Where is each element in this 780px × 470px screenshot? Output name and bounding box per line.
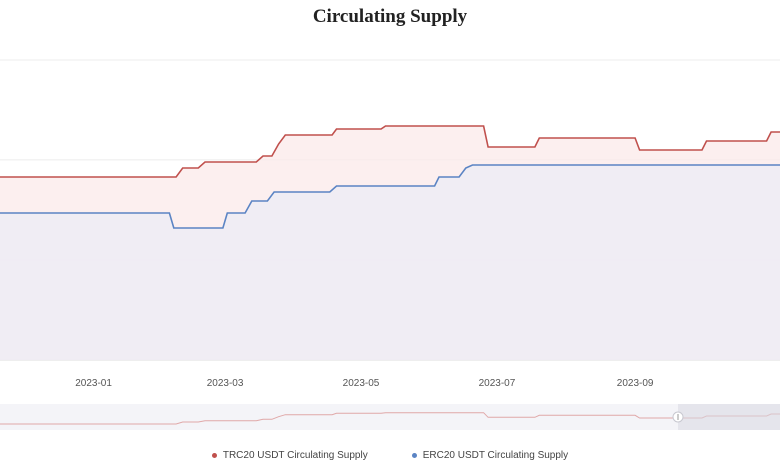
x-tick-label: 2023-09 (617, 378, 654, 389)
legend-dot-trc20 (211, 453, 217, 458)
series-fills (0, 126, 780, 360)
zoom-track[interactable] (0, 404, 780, 430)
x-tick-label: 2023-01 (75, 378, 112, 389)
zoom-unselected-region (678, 404, 780, 430)
series-line-trc20[interactable] (0, 125, 780, 178)
x-tick-label: 2023-03 (207, 378, 244, 389)
line-chart[interactable]: 2023-01 2023-03 2023-05 2023-07 2023-09 (0, 0, 780, 445)
series-lines[interactable] (0, 125, 780, 229)
x-tick-label: 2023-07 (479, 378, 516, 389)
zoom-slider[interactable] (0, 404, 780, 430)
legend-label-erc20: ERC20 USDT Circulating Supply (422, 450, 569, 461)
x-axis-ticks: 2023-01 2023-03 2023-05 2023-07 2023-09 (75, 378, 654, 389)
legend-label-trc20: TRC20 USDT Circulating Supply (222, 450, 368, 461)
legend: TRC20 USDT Circulating Supply ERC20 USDT… (0, 450, 780, 461)
legend-item-trc20[interactable]: TRC20 USDT Circulating Supply (211, 450, 368, 461)
chart-title: Circulating Supply (312, 6, 468, 27)
x-tick-label: 2023-05 (343, 378, 380, 389)
legend-item-erc20[interactable]: ERC20 USDT Circulating Supply (411, 450, 569, 461)
legend-dot-erc20 (411, 453, 417, 458)
series-area-erc20 (0, 165, 780, 360)
series-line-erc20[interactable] (0, 164, 780, 229)
